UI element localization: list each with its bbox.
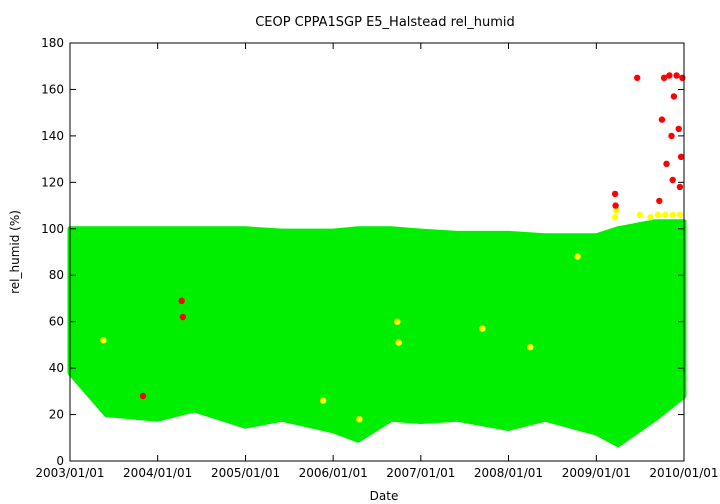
y-axis: 0 20 40 60 80 100 120 140 160 180 — [41, 36, 684, 468]
questionable-point — [394, 318, 401, 325]
bad-point — [670, 93, 678, 100]
bad-point — [656, 197, 663, 205]
x-tick-label: 2003/01/01 — [35, 466, 104, 480]
x-tick-label: 2010/01/01 — [649, 466, 718, 480]
x-tick-label: 2008/01/01 — [474, 466, 543, 480]
bad-point — [666, 72, 673, 79]
bad-point — [634, 74, 641, 82]
bad-point — [611, 190, 619, 198]
questionable-point — [527, 344, 534, 351]
questionable-point — [654, 211, 662, 218]
x-axis-label: Date — [370, 489, 399, 503]
y-tick-label: 80 — [49, 268, 64, 282]
questionable-point — [319, 397, 327, 404]
questionable-point — [574, 253, 581, 260]
questionable-point — [479, 325, 486, 332]
plot-area — [67, 72, 687, 448]
x-tick-label: 2004/01/01 — [123, 466, 192, 480]
bad-point — [139, 392, 147, 400]
y-tick-label: 20 — [49, 408, 64, 422]
y-tick-label: 140 — [41, 129, 64, 143]
x-tick-label: 2005/01/01 — [211, 466, 280, 480]
bad-point — [676, 183, 684, 191]
bad-point — [669, 176, 676, 184]
bad-point — [673, 72, 680, 79]
bad-point — [658, 116, 666, 123]
questionable-point — [395, 339, 402, 346]
bad-point — [679, 74, 686, 82]
chart-title: CEOP CPPA1SGP E5_Halstead rel_humid — [255, 15, 515, 30]
questionable-point — [100, 337, 107, 344]
bad-point — [178, 297, 185, 304]
questionable-point — [636, 211, 643, 218]
y-tick-label: 0 — [56, 454, 64, 468]
questionable-point — [662, 211, 669, 218]
y-tick-label: 100 — [41, 222, 64, 236]
questionable-point — [356, 416, 363, 423]
x-tick-label: 2009/01/01 — [562, 466, 631, 480]
bad-point — [677, 153, 685, 160]
questionable-point — [676, 211, 684, 218]
good-data-band — [67, 219, 687, 448]
questionable-point — [647, 214, 654, 221]
bad-point — [675, 125, 682, 133]
bad-point — [660, 74, 668, 82]
y-axis-label: rel_humid (%) — [8, 210, 22, 294]
y-tick-label: 120 — [41, 175, 64, 189]
x-tick-label: 2007/01/01 — [386, 466, 455, 480]
bad-point — [663, 160, 670, 167]
y-tick-label: 160 — [41, 82, 64, 96]
bad-series — [139, 72, 686, 400]
questionable-series — [100, 207, 684, 423]
y-tick-label: 60 — [49, 315, 64, 329]
y-tick-label: 40 — [49, 361, 64, 375]
x-axis: 2003/01/01 2004/01/01 2005/01/01 2006/01/01… — [35, 43, 719, 480]
plot-frame — [69, 42, 685, 462]
questionable-point — [611, 214, 619, 221]
bad-point — [612, 202, 619, 209]
questionable-point — [669, 211, 676, 218]
bad-point — [668, 132, 675, 140]
y-tick-label: 180 — [41, 36, 64, 50]
x-tick-label: 2006/01/01 — [299, 466, 368, 480]
good-series — [67, 219, 687, 448]
bad-point — [179, 313, 187, 321]
